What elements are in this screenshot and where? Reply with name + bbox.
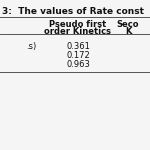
Text: K: K — [125, 27, 131, 36]
Text: 0.963: 0.963 — [66, 60, 90, 69]
Text: order Kinetics: order Kinetics — [45, 27, 111, 36]
Text: Seco: Seco — [117, 20, 139, 29]
Text: 3:  The values of Rate const: 3: The values of Rate const — [2, 7, 144, 16]
Text: Pseudo first: Pseudo first — [49, 20, 107, 29]
Text: .s): .s) — [26, 42, 36, 51]
Text: 0.361: 0.361 — [66, 42, 90, 51]
Text: 0.172: 0.172 — [66, 51, 90, 60]
